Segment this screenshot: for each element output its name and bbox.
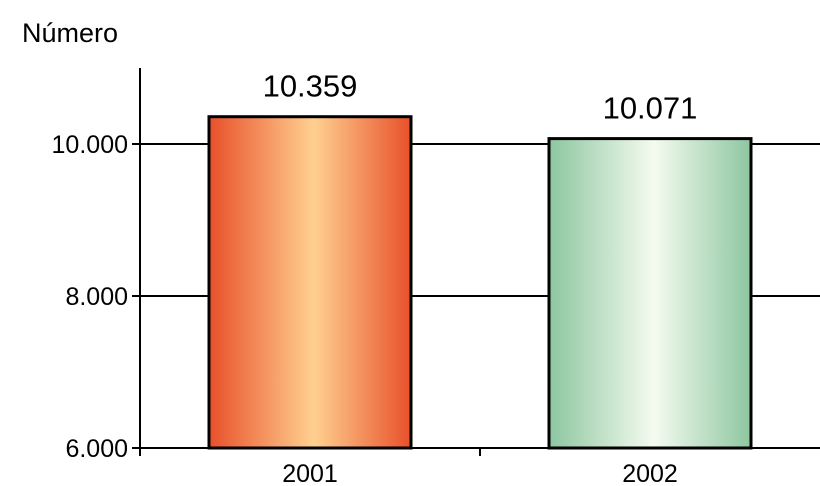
bar-2002 (547, 137, 753, 450)
x-tick-label: 2001 (282, 460, 338, 486)
y-tick-label: 10.000 (52, 131, 128, 159)
bar-2001 (207, 115, 413, 450)
data-label: 10.071 (603, 91, 698, 126)
y-tick-label: 8.000 (65, 283, 128, 311)
x-tick-label: 2002 (622, 460, 678, 486)
y-tick-label: 6.000 (65, 435, 128, 463)
data-label: 10.359 (263, 69, 358, 104)
y-axis-label: Número (22, 18, 118, 48)
